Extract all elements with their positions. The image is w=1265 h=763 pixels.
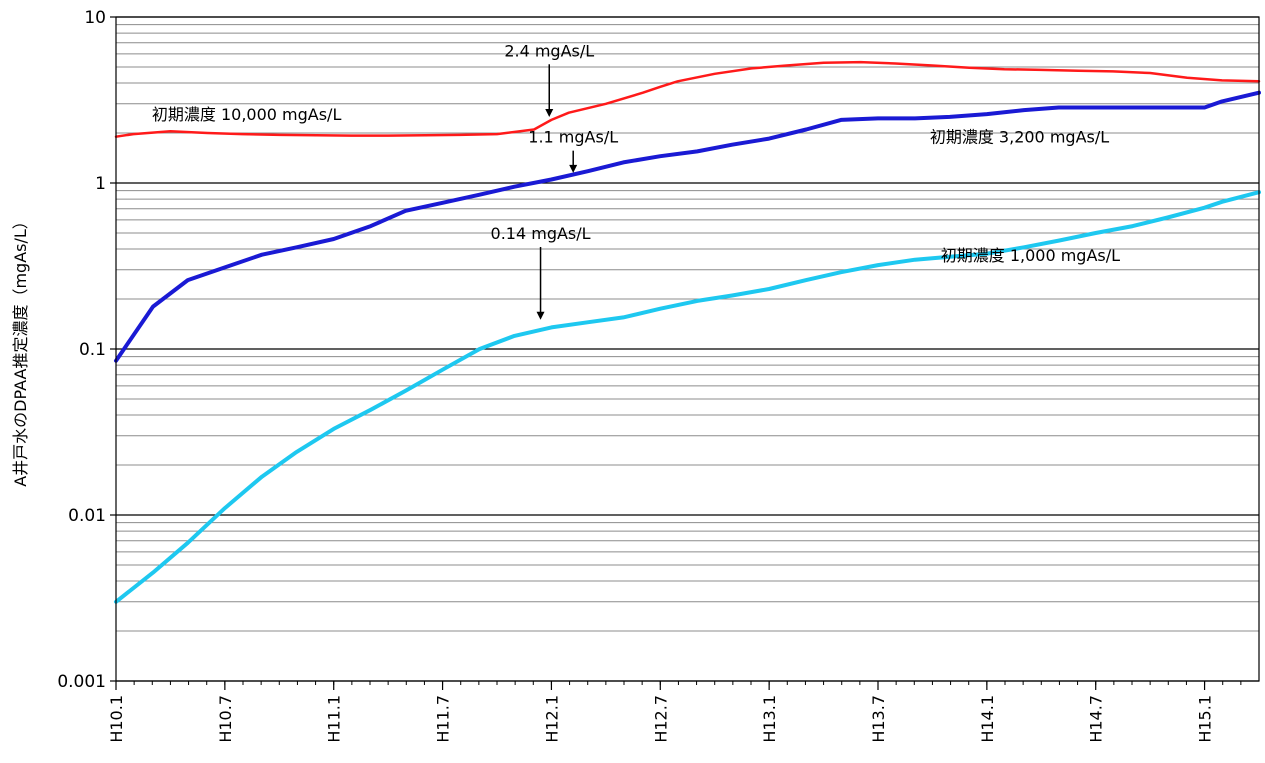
annotation-arrow-head (569, 164, 578, 173)
y-tick-label: 0.01 (68, 506, 106, 526)
x-tick-label: H13.7 (869, 695, 888, 743)
x-tick-label: H12.7 (651, 695, 670, 743)
y-tick-label: 0.001 (57, 672, 106, 692)
x-tick-label: H14.1 (978, 695, 997, 743)
annotation-arrow-head (536, 311, 545, 320)
series-line (114, 90, 1261, 363)
series-line (114, 60, 1261, 138)
annotation-arrow-head (545, 108, 554, 117)
annotation-label: 2.4 mgAs/L (504, 41, 594, 60)
x-tick-label: H12.1 (542, 695, 561, 743)
x-tick-label: H13.1 (760, 695, 779, 743)
x-tick-label: H10.7 (216, 695, 235, 743)
y-tick-label: 1 (95, 174, 106, 194)
annotations: 初期濃度 10,000 mgAs/L 2.4 mgAs/L 1.1 mgAs/L 初期… (152, 41, 1120, 320)
annotation-label: 0.14 mgAs/L (491, 224, 591, 243)
y-tick-label: 0.1 (79, 340, 106, 360)
x-tick-label: H11.7 (434, 695, 453, 743)
plot-frame (115, 16, 1260, 682)
x-tick-label: H11.1 (325, 695, 344, 743)
x-tick-label: H14.7 (1087, 695, 1106, 743)
x-tick-label: H10.1 (107, 695, 126, 743)
annotation-label: 初期濃度 3,200 mgAs/L (930, 128, 1109, 147)
grid (116, 16, 1259, 682)
annotation-label: 初期濃度 1,000 mgAs/L (941, 246, 1120, 265)
y-tick-label: 10 (84, 8, 106, 28)
axes: 0.001 0.01 0.1 1 10 H10.1 H10.7 H11.1 H11.7 H12.1… (57, 8, 1260, 743)
annotation-label: 1.1 mgAs/L (528, 128, 618, 147)
series-line (114, 190, 1261, 604)
x-tick-label: H15.1 (1196, 695, 1215, 743)
annotation-label: 初期濃度 10,000 mgAs/L (152, 105, 342, 124)
y-axis-label: A井戸水のDPAA推定濃度（mgAs/L） (11, 213, 30, 487)
series-group (114, 60, 1261, 604)
